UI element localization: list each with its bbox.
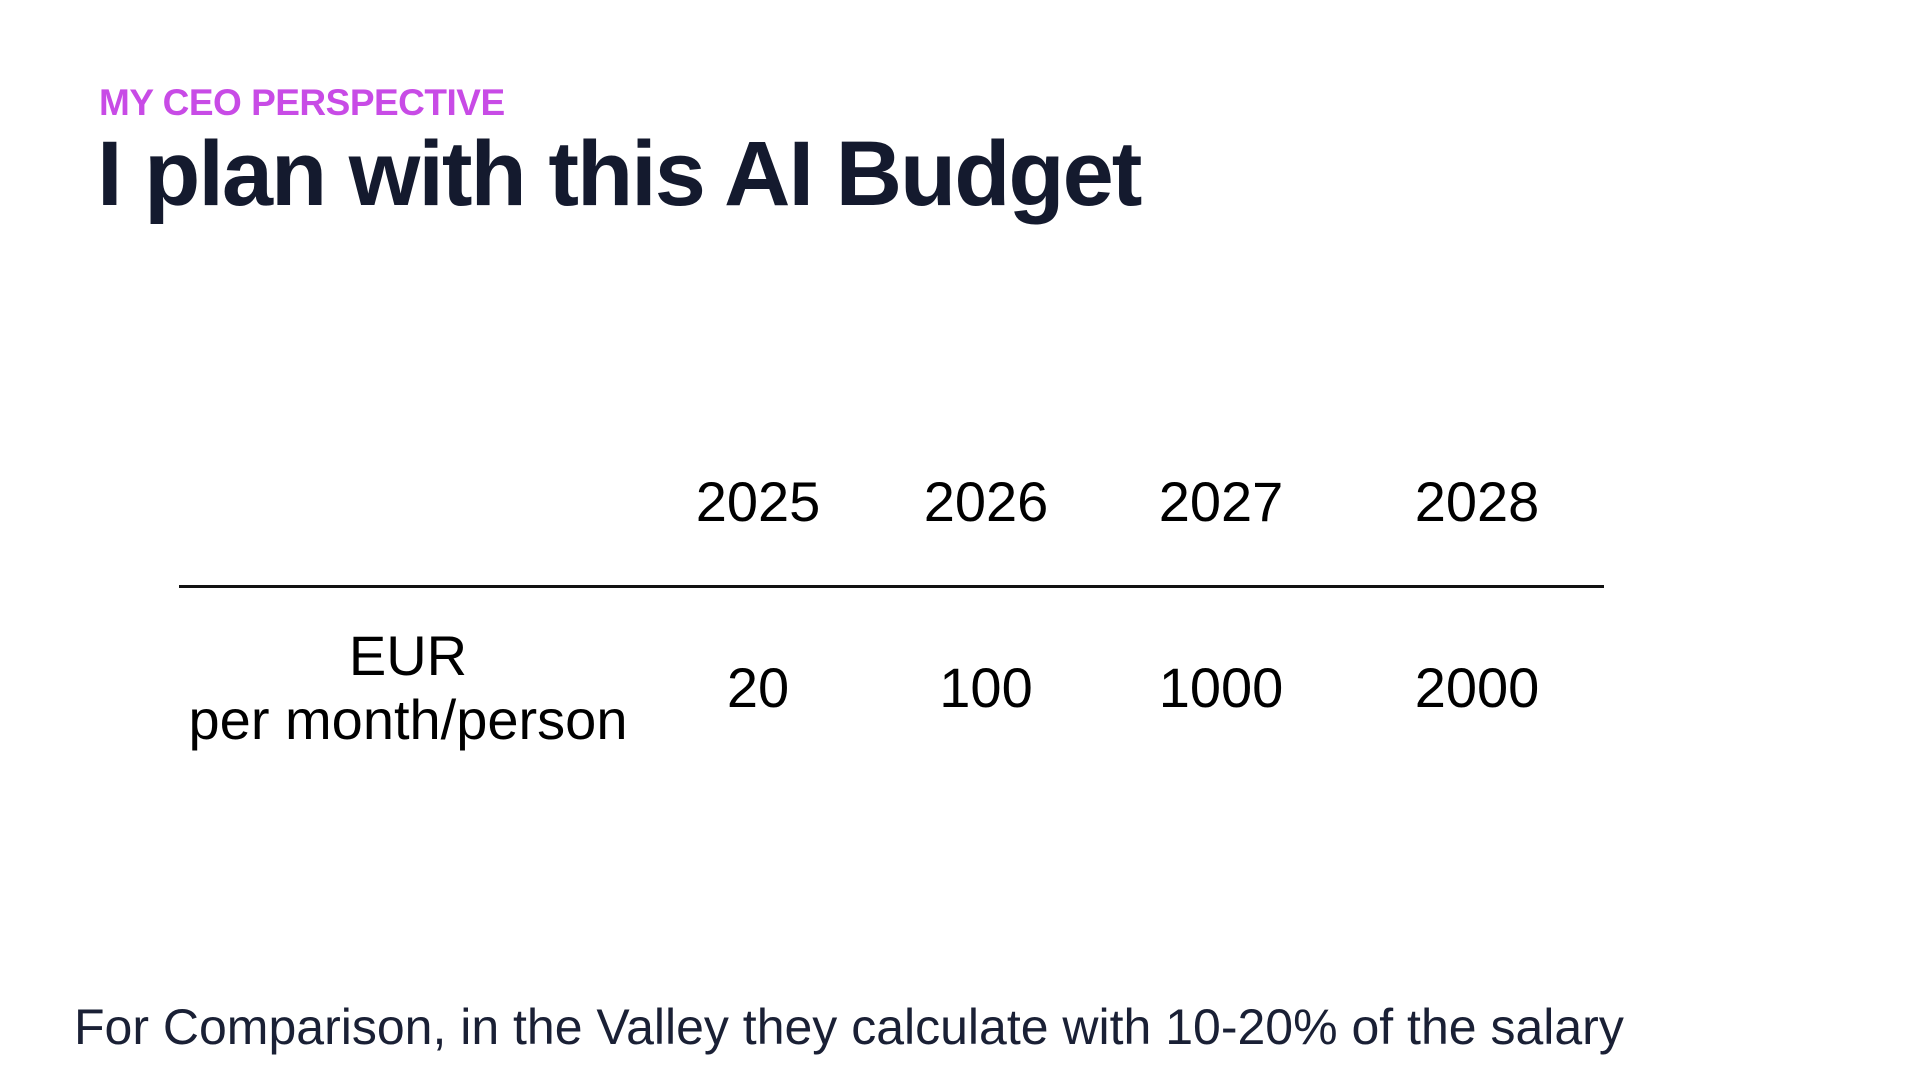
column-header: 2028: [1414, 470, 1540, 533]
table-cell: 1000: [1158, 656, 1284, 719]
table-cell: 2000: [1414, 656, 1540, 719]
table-cell: 20: [726, 656, 790, 719]
row-label: per month/person: [188, 688, 628, 751]
row-label: EUR: [348, 624, 468, 687]
table-cell: 100: [939, 656, 1033, 719]
table-rule: [179, 585, 1604, 588]
title: I plan with this AI Budget: [97, 123, 1142, 225]
footer-note: For Comparison, in the Valley they calcu…: [74, 999, 1624, 1055]
column-header: 2026: [923, 470, 1049, 533]
kicker: MY CEO PERSPECTIVE: [99, 82, 505, 123]
column-header: 2025: [695, 470, 821, 533]
column-header: 2027: [1158, 470, 1284, 533]
